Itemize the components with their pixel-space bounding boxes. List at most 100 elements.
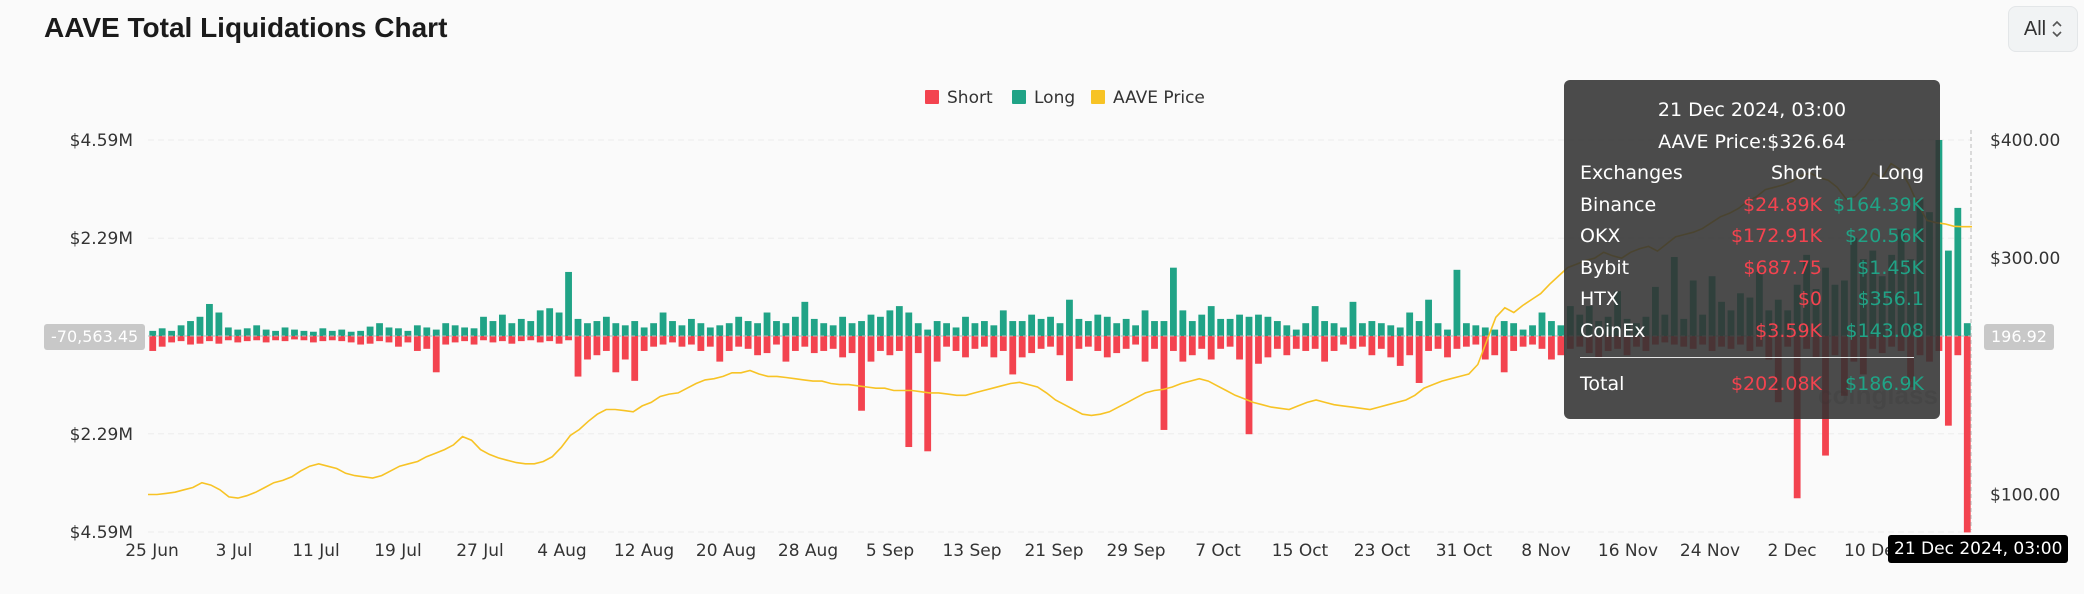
short-bar — [1963, 336, 1971, 533]
tooltip-total-long: $186.9K — [1845, 373, 1924, 395]
long-bar — [546, 308, 554, 336]
long-bar — [773, 321, 780, 336]
short-bar — [1103, 336, 1111, 358]
short-bar — [1217, 336, 1225, 349]
short-bar — [716, 336, 724, 362]
tooltip-header-short: Short — [1771, 162, 1822, 184]
long-bar — [754, 323, 761, 336]
y-left-tick-label: $2.29M — [70, 425, 133, 445]
long-bar — [706, 327, 714, 336]
long-bar — [744, 321, 752, 336]
short-bar — [1056, 336, 1064, 356]
short-bar — [1538, 336, 1546, 349]
short-bar — [338, 336, 346, 342]
short-bar — [300, 336, 308, 341]
short-bar — [347, 336, 355, 343]
long-bar — [1349, 301, 1357, 336]
long-bar — [224, 327, 232, 336]
long-bar — [1330, 323, 1338, 336]
long-bar — [1207, 306, 1215, 336]
long-bar — [1529, 325, 1536, 336]
short-bar — [1207, 336, 1215, 360]
long-bar — [168, 330, 176, 336]
long-bar — [234, 329, 242, 336]
short-bar — [1491, 336, 1499, 356]
short-bar — [480, 336, 487, 341]
short-bar — [669, 336, 676, 343]
long-bar — [1538, 312, 1546, 336]
short-bar — [1472, 336, 1480, 345]
long-bar — [801, 301, 809, 336]
short-bar — [1151, 336, 1158, 349]
short-bar — [1292, 336, 1300, 349]
tooltip-total-short: $202.08K — [1730, 373, 1822, 395]
long-bar — [206, 303, 213, 336]
crosshair-right-value: 196.92 — [1984, 324, 2054, 350]
short-bar — [1226, 336, 1234, 347]
long-bar — [366, 326, 374, 336]
long-bar — [461, 327, 469, 336]
long-bar — [1151, 321, 1158, 336]
short-bar — [1954, 336, 1962, 356]
short-bar — [224, 336, 232, 341]
short-bar — [357, 336, 365, 345]
long-bar — [1302, 323, 1310, 336]
long-bar — [357, 330, 365, 336]
short-bar — [829, 336, 837, 349]
legend-swatch — [925, 90, 939, 104]
short-bar — [650, 336, 658, 347]
x-tick-label: 12 Aug — [614, 541, 674, 561]
long-bar — [1283, 325, 1291, 336]
short-bar — [999, 336, 1007, 351]
long-bar — [300, 330, 308, 336]
short-bar — [867, 336, 875, 362]
short-bar — [1434, 336, 1442, 349]
short-bar — [1009, 336, 1017, 375]
short-bar — [735, 336, 743, 347]
long-bar — [1018, 321, 1026, 336]
long-bar — [980, 321, 988, 336]
legend-label: AAVE Price — [1113, 88, 1205, 108]
long-bar — [272, 330, 279, 336]
short-bar — [1425, 336, 1432, 351]
long-bar — [527, 321, 535, 336]
long-bar — [924, 329, 932, 336]
long-bar — [725, 323, 733, 336]
long-bar — [782, 323, 790, 336]
tooltip-short: $24.89K — [1743, 193, 1822, 216]
long-bar — [1944, 250, 1952, 336]
short-bar — [1084, 336, 1092, 347]
short-bar — [1349, 336, 1357, 349]
x-tick-label: 21 Sep — [1024, 541, 1083, 561]
short-bar — [962, 336, 969, 358]
long-bar — [1462, 323, 1470, 336]
long-bar — [309, 331, 317, 336]
long-bar — [1198, 314, 1206, 336]
long-bar — [1415, 321, 1423, 336]
short-bar — [168, 336, 176, 343]
short-bar — [206, 336, 213, 342]
long-bar — [602, 316, 610, 336]
short-bar — [1519, 336, 1527, 347]
long-bar — [905, 312, 913, 336]
range-select[interactable]: All — [2008, 6, 2078, 52]
long-bar — [215, 312, 223, 336]
short-bar — [1188, 336, 1196, 356]
long-bar — [158, 328, 166, 336]
long-bar — [423, 327, 431, 336]
tooltip-row: Bybit $687.75 $1.45K — [1580, 253, 1924, 285]
y-left-tick-label: $4.59M — [70, 523, 133, 543]
x-tick-label: 31 Oct — [1436, 541, 1493, 561]
long-bar — [971, 323, 979, 336]
short-bar — [1037, 336, 1045, 349]
short-bar — [376, 336, 383, 342]
short-bar — [877, 336, 884, 351]
long-bar — [413, 325, 421, 336]
long-bar — [839, 316, 847, 336]
short-bar — [858, 336, 865, 411]
short-bar — [1340, 336, 1347, 345]
short-bar — [1396, 336, 1404, 366]
long-bar — [451, 325, 459, 336]
long-bar — [196, 316, 204, 336]
long-bar — [385, 327, 393, 336]
